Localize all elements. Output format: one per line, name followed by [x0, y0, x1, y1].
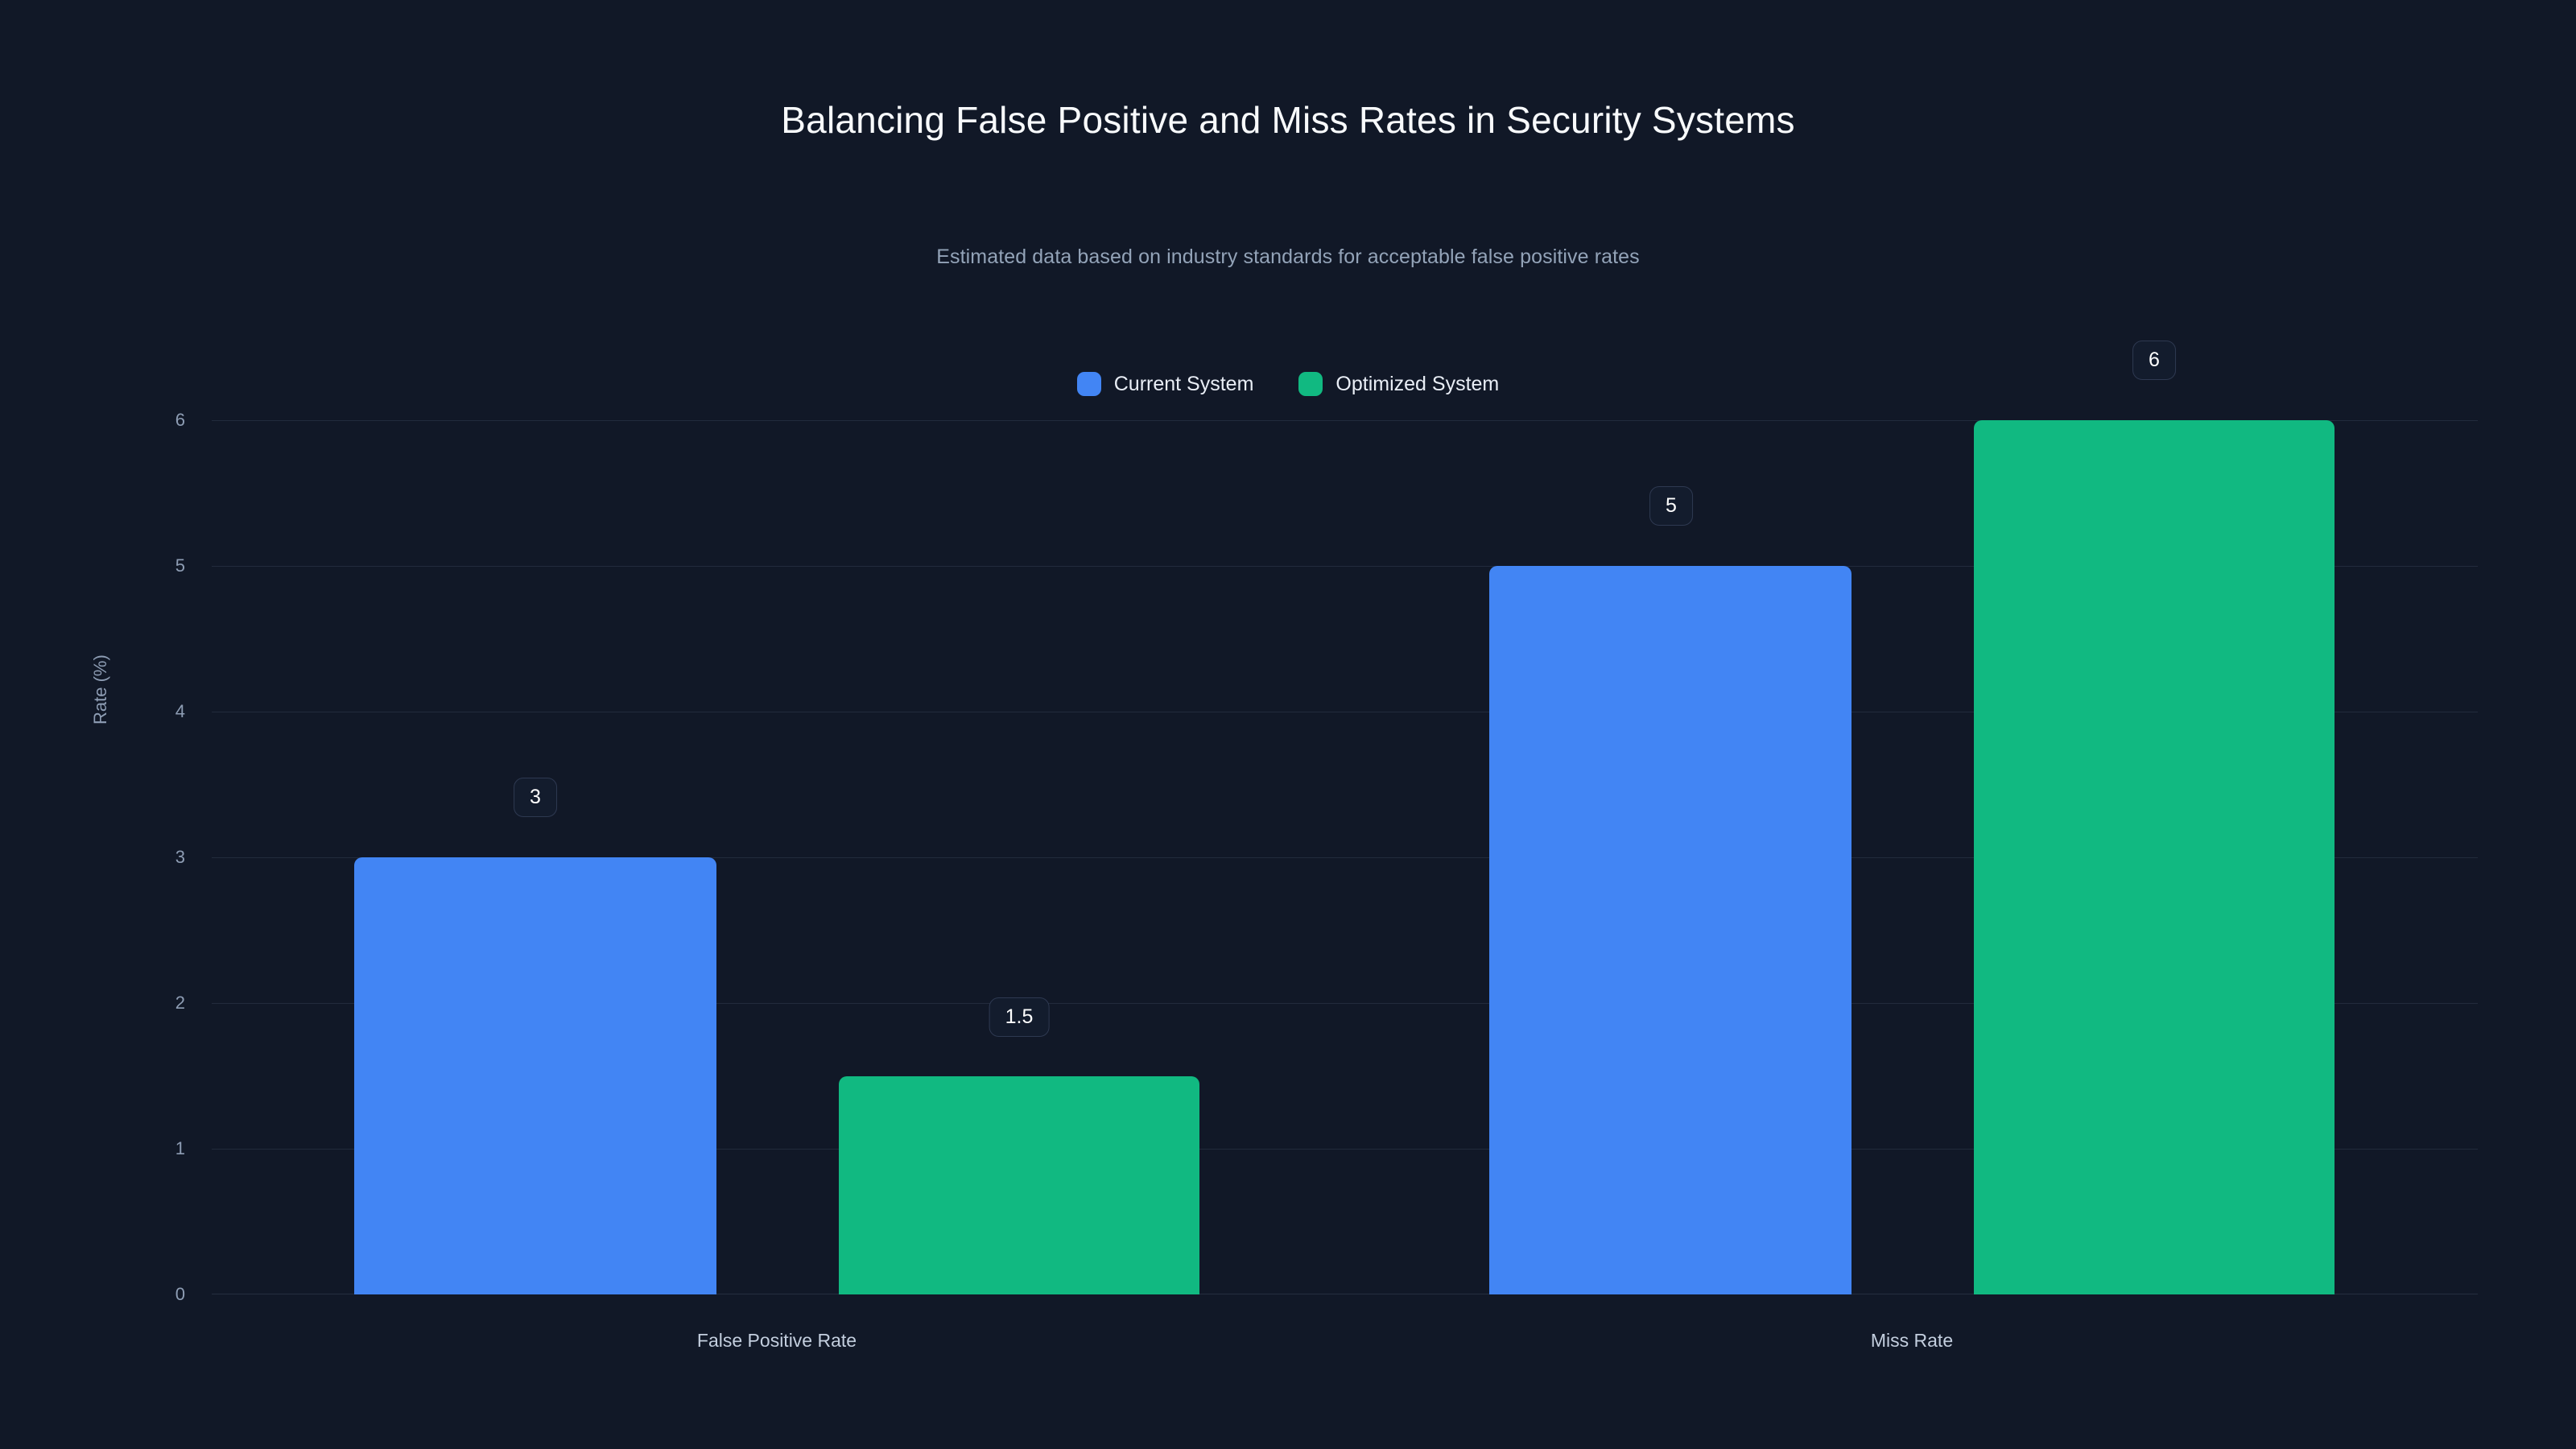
plot-area	[212, 420, 2478, 1294]
legend-label-current-system: Current System	[1113, 372, 1254, 395]
y-tick-label-0: 0	[175, 1284, 185, 1304]
gridline-5	[212, 566, 2478, 567]
bar-false-positive-rate-current-system[interactable]	[354, 857, 716, 1294]
chart-subtitle: Estimated data based on industry standar…	[936, 246, 1640, 268]
y-tick-label-5: 5	[175, 555, 185, 576]
legend-item-current-system[interactable]: Current System	[1076, 372, 1254, 396]
y-tick-label-3: 3	[175, 847, 185, 867]
gridline-3	[212, 857, 2478, 858]
x-category-label-false-positive-rate: False Positive Rate	[696, 1330, 857, 1351]
y-tick-label-2: 2	[175, 993, 185, 1013]
bar-miss-rate-optimized-system[interactable]	[1974, 420, 2334, 1294]
x-category-label-miss-rate: Miss Rate	[1870, 1330, 1954, 1351]
legend-label-optimized-system: Optimized System	[1335, 372, 1500, 395]
bar-miss-rate-current-system[interactable]	[1489, 566, 1852, 1294]
gridline-2	[212, 1003, 2478, 1004]
data-label-miss-rate-optimized-system: 6	[2132, 341, 2176, 380]
chart-title: Balancing False Positive and Miss Rates …	[781, 99, 1795, 141]
chart-legend: Current System Optimized System	[0, 372, 2576, 396]
legend-swatch-current-system	[1076, 372, 1101, 396]
data-label-miss-rate-current-system: 5	[1649, 486, 1693, 526]
y-tick-label-6: 6	[175, 410, 185, 430]
y-tick-label-4: 4	[175, 701, 185, 721]
legend-swatch-optimized-system	[1298, 372, 1323, 396]
data-label-false-positive-rate-current-system: 3	[514, 778, 557, 817]
data-label-false-positive-rate-optimized-system: 1.5	[989, 997, 1050, 1037]
legend-item-optimized-system[interactable]: Optimized System	[1298, 372, 1499, 396]
bar-false-positive-rate-optimized-system[interactable]	[839, 1076, 1199, 1294]
y-tick-label-1: 1	[175, 1138, 185, 1158]
gridline-1	[212, 1149, 2478, 1150]
gridline-6	[212, 420, 2478, 421]
